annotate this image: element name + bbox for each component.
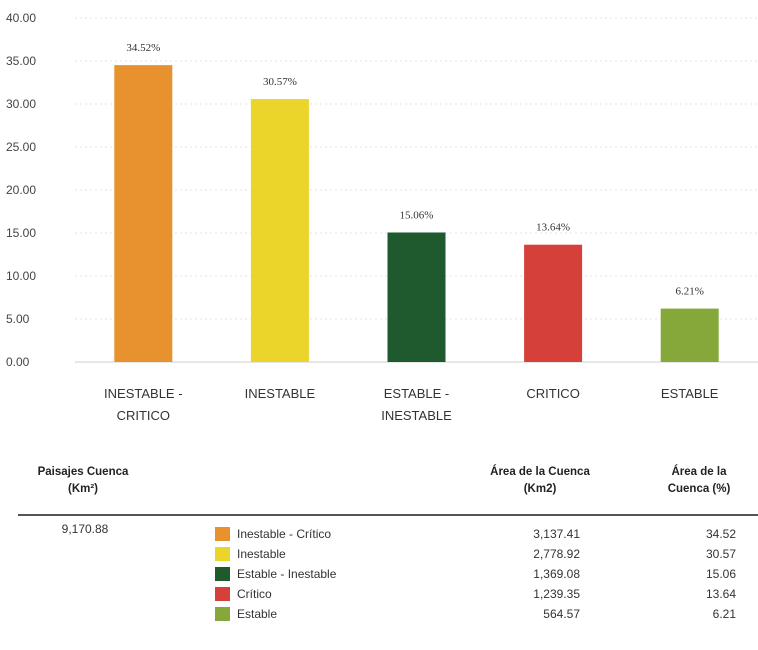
header-rule: [18, 514, 758, 516]
y-tick-label: 10.00: [6, 269, 36, 283]
row-area-km2: 3,137.41: [533, 527, 580, 541]
legend-swatch: [215, 567, 230, 581]
data-labels: 34.52% 30.57% 15.06% 13.64% 6.21%: [126, 42, 704, 297]
y-tick-label: 35.00: [6, 54, 36, 68]
bar: [114, 65, 173, 363]
x-category-label: CRITICO: [117, 408, 170, 423]
header-paisajes-line2: (Km²): [67, 483, 99, 495]
header-area-km2-line2: (Km2): [523, 483, 557, 495]
bar: [660, 308, 719, 362]
bar: [250, 99, 309, 363]
x-category-label: CRITICO: [526, 386, 579, 401]
y-tick-label: 15.00: [6, 226, 36, 240]
header-area-pct-line1: Área de la: [671, 466, 727, 478]
table-row: Inestable 2,778.92 30.57: [0, 544, 758, 564]
row-area-km2: 1,239.35: [533, 587, 580, 601]
row-name: Crítico: [237, 587, 272, 601]
bar: [387, 232, 446, 362]
data-label: 13.64%: [536, 222, 570, 234]
row-name: Inestable - Crítico: [237, 527, 332, 541]
legend-swatch: [215, 587, 230, 601]
row-area-pct: 34.52: [705, 527, 736, 541]
row-area-km2: 1,369.08: [533, 567, 580, 581]
row-area-pct: 30.57: [705, 547, 736, 561]
legend-swatch: [215, 527, 230, 541]
y-tick-label: 20.00: [6, 183, 36, 197]
row-name: Inestable: [237, 547, 286, 561]
header-area-km2: Área de la Cuenca (Km2): [470, 464, 610, 498]
y-axis-ticks: 0.00 5.00 10.00 15.00 20.00 25.00 30.00 35.00 40…: [6, 11, 36, 369]
y-tick-label: 25.00: [6, 140, 36, 154]
y-tick-label: 30.00: [6, 97, 36, 111]
row-name: Estable: [237, 607, 278, 621]
table-row: Estable - Inestable 1,369.08 15.06: [0, 564, 758, 584]
y-tick-label: 0.00: [6, 355, 30, 369]
bar-chart: 0.00 5.00 10.00 15.00 20.00 25.00 30.00 35.00 40…: [6, 11, 758, 423]
row-area-km2: 2,778.92: [533, 547, 580, 561]
x-category-label: INESTABLE -: [104, 386, 183, 401]
data-label: 6.21%: [675, 286, 703, 298]
row-area-pct: 13.64: [705, 587, 736, 601]
table-row: Crítico 1,239.35 13.64: [0, 584, 758, 604]
header-area-pct: Área de la Cuenca (%): [640, 464, 758, 498]
bars: [114, 65, 719, 363]
y-tick-label: 40.00: [6, 11, 36, 25]
row-name: Estable - Inestable: [237, 567, 337, 581]
table-row: Estable 564.57 6.21: [0, 604, 758, 624]
header-paisajes-line1: Paisajes Cuenca: [37, 466, 129, 478]
total-paisajes-value: 9,170.88: [61, 522, 109, 536]
header-area-pct-line2: Cuenca (%): [667, 483, 731, 495]
x-axis-categories: INESTABLE - CRITICO INESTABLE ESTABLE - INES…: [104, 386, 719, 423]
y-tick-label: 5.00: [6, 312, 30, 326]
legend-swatch: [215, 547, 230, 561]
x-category-label: ESTABLE -: [384, 386, 450, 401]
x-category-label: INESTABLE: [381, 408, 452, 423]
data-label: 30.57%: [263, 76, 297, 88]
x-category-label: ESTABLE: [661, 386, 719, 401]
bar: [524, 244, 583, 362]
legend-swatch: [215, 607, 230, 621]
data-label: 34.52%: [126, 42, 160, 54]
table-row: Inestable - Crítico 3,137.41 34.52: [0, 524, 758, 544]
row-area-pct: 6.21: [712, 607, 736, 621]
row-area-km2: 564.57: [543, 607, 580, 621]
x-category-label: INESTABLE: [245, 386, 316, 401]
header-paisajes-cuenca: Paisajes Cuenca (Km²): [18, 464, 148, 498]
row-area-pct: 15.06: [705, 567, 736, 581]
data-label: 15.06%: [400, 209, 434, 221]
header-area-km2-line1: Área de la Cuenca: [490, 466, 590, 478]
